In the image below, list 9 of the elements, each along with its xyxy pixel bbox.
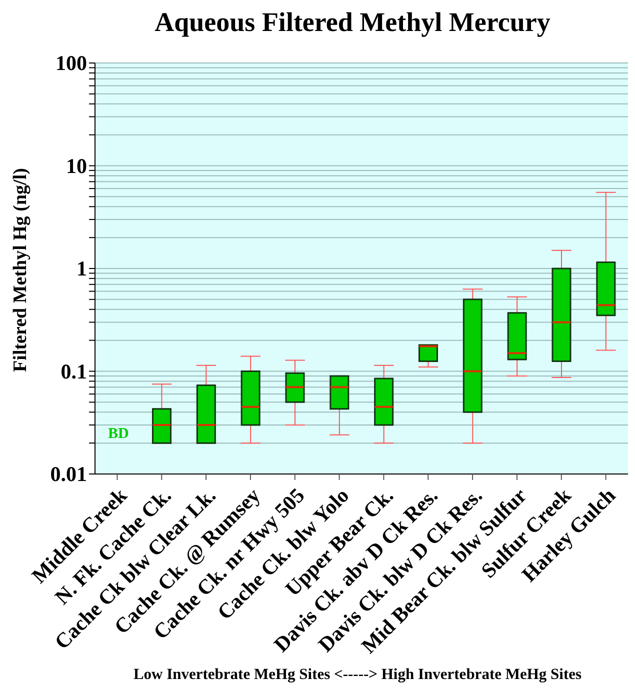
x-axis-title: Low Invertebrate MeHg Sites <-----> High Invertebrate MeHg Sites bbox=[132, 666, 583, 684]
y-tick-label: 1 bbox=[76, 256, 87, 280]
y-axis-title: Filtered Methyl Hg (ng/l) bbox=[10, 168, 32, 372]
y-tick-label: 0.1 bbox=[60, 359, 87, 384]
annotation: BD bbox=[108, 426, 129, 443]
y-tick-label: 10 bbox=[66, 154, 87, 178]
chart-title: Aqueous Filtered Methyl Mercury bbox=[154, 6, 552, 39]
y-tick-label: 0.01 bbox=[50, 462, 87, 486]
y-tick-label: 100 bbox=[56, 51, 87, 75]
